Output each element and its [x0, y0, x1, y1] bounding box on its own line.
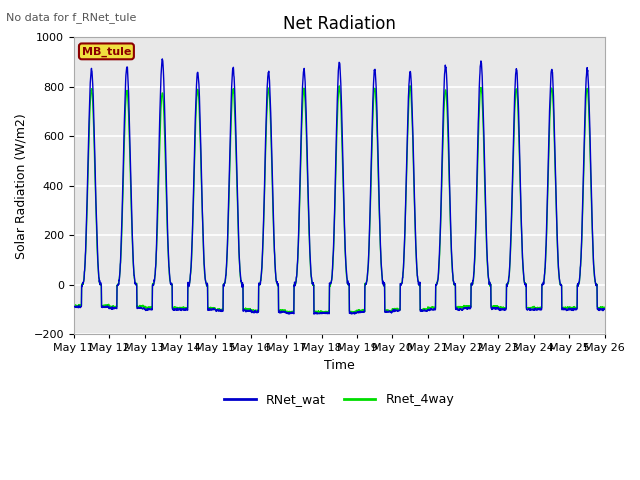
Y-axis label: Solar Radiation (W/m2): Solar Radiation (W/m2) [15, 113, 28, 259]
Text: MB_tule: MB_tule [82, 46, 131, 57]
Title: Net Radiation: Net Radiation [283, 15, 396, 33]
Legend: RNet_wat, Rnet_4way: RNet_wat, Rnet_4way [220, 388, 459, 411]
X-axis label: Time: Time [324, 359, 355, 372]
Text: No data for f_RNet_tule: No data for f_RNet_tule [6, 12, 137, 23]
